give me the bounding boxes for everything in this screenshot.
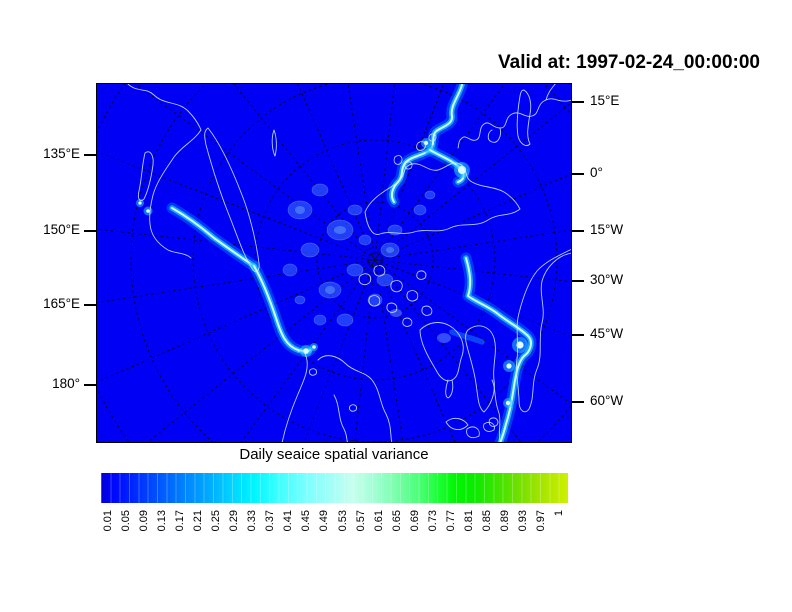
colorbar-tick-label: 0.29 [228,510,241,532]
colorbar-tick-label: 0.77 [444,510,457,532]
right-axis-tick [572,230,584,232]
colorbar-tick-label: 0.97 [534,510,547,532]
right-axis-label: 15°W [590,222,624,237]
colorbar-tick-label: 0.81 [462,510,475,532]
colorbar-tick-label: 0.01 [102,510,114,532]
right-axis-label: 30°W [590,272,624,287]
colorbar-tick-label: 1 [553,510,565,517]
figure-title: Valid at: 1997-02-24_00:00:00 [498,52,760,73]
colorbar-tick-label: 0.93 [516,510,529,532]
colorbar-tick-label: 0.33 [246,510,259,532]
right-axis-label: 45°W [590,326,624,341]
right-axis-tick [572,401,584,403]
colorbar-tick-label: 0.73 [426,510,439,532]
colorbar-tick-label: 0.41 [282,510,295,532]
left-axis-label: 165°E [43,296,80,311]
left-axis-label: 180° [52,376,80,391]
left-axis-tick [84,304,96,306]
arctic-map [96,83,572,443]
interior-variance-texture [282,183,451,343]
ocean-background [97,84,571,442]
right-axis-tick [572,334,584,336]
colorbar [101,473,568,503]
colorbar-tick-label: 0.61 [372,510,385,532]
colorbar-tick-label: 0.09 [138,510,151,532]
colorbar-tick-label: 0.17 [174,510,187,532]
colorbar-gradient [101,473,568,503]
right-axis-tick [572,173,584,175]
colorbar-tick-labels: 0.01 0.05 0.09 0.13 0.17 0.21 0.25 0.29 0.33 0.37… [101,508,568,556]
colorbar-tick-label: 0.49 [318,510,331,532]
map-canvas [97,84,571,442]
colorbar-tick-label: 0.85 [480,510,493,532]
colorbar-tick-label: 0.57 [354,510,367,532]
colorbar-tick-label: 0.25 [210,510,223,532]
pole-marker [368,253,382,267]
right-axis-label: 15°E [590,93,620,108]
left-axis-label: 135°E [43,146,80,161]
left-axis-label: 150°E [43,222,80,237]
right-axis-tick [572,280,584,282]
coastlines [127,84,571,442]
left-axis-tick [84,154,96,156]
colorbar-segment-lines [101,473,568,503]
colorbar-tick-label: 0.53 [336,510,349,532]
right-axis-tick [572,101,584,103]
graticule-grid [97,84,571,442]
colorbar-tick-label: 0.21 [192,510,205,532]
colorbar-tick-label: 0.89 [498,510,511,532]
colorbar-tick-label: 0.05 [120,510,133,532]
colorbar-tick-label: 0.37 [264,510,277,532]
colorbar-tick-label: 0.69 [408,510,421,532]
colorbar-tick-label: 0.65 [390,510,403,532]
right-axis-label: 60°W [590,393,624,408]
left-axis-tick [84,384,96,386]
colorbar-tick-label: 0.13 [156,510,169,532]
left-axis-tick [84,230,96,232]
right-axis-label: 0° [590,165,603,180]
colorbar-tick-label: 0.45 [300,510,313,532]
ice-edge-bands [136,84,531,442]
map-caption: Daily seaice spatial variance [239,446,429,463]
